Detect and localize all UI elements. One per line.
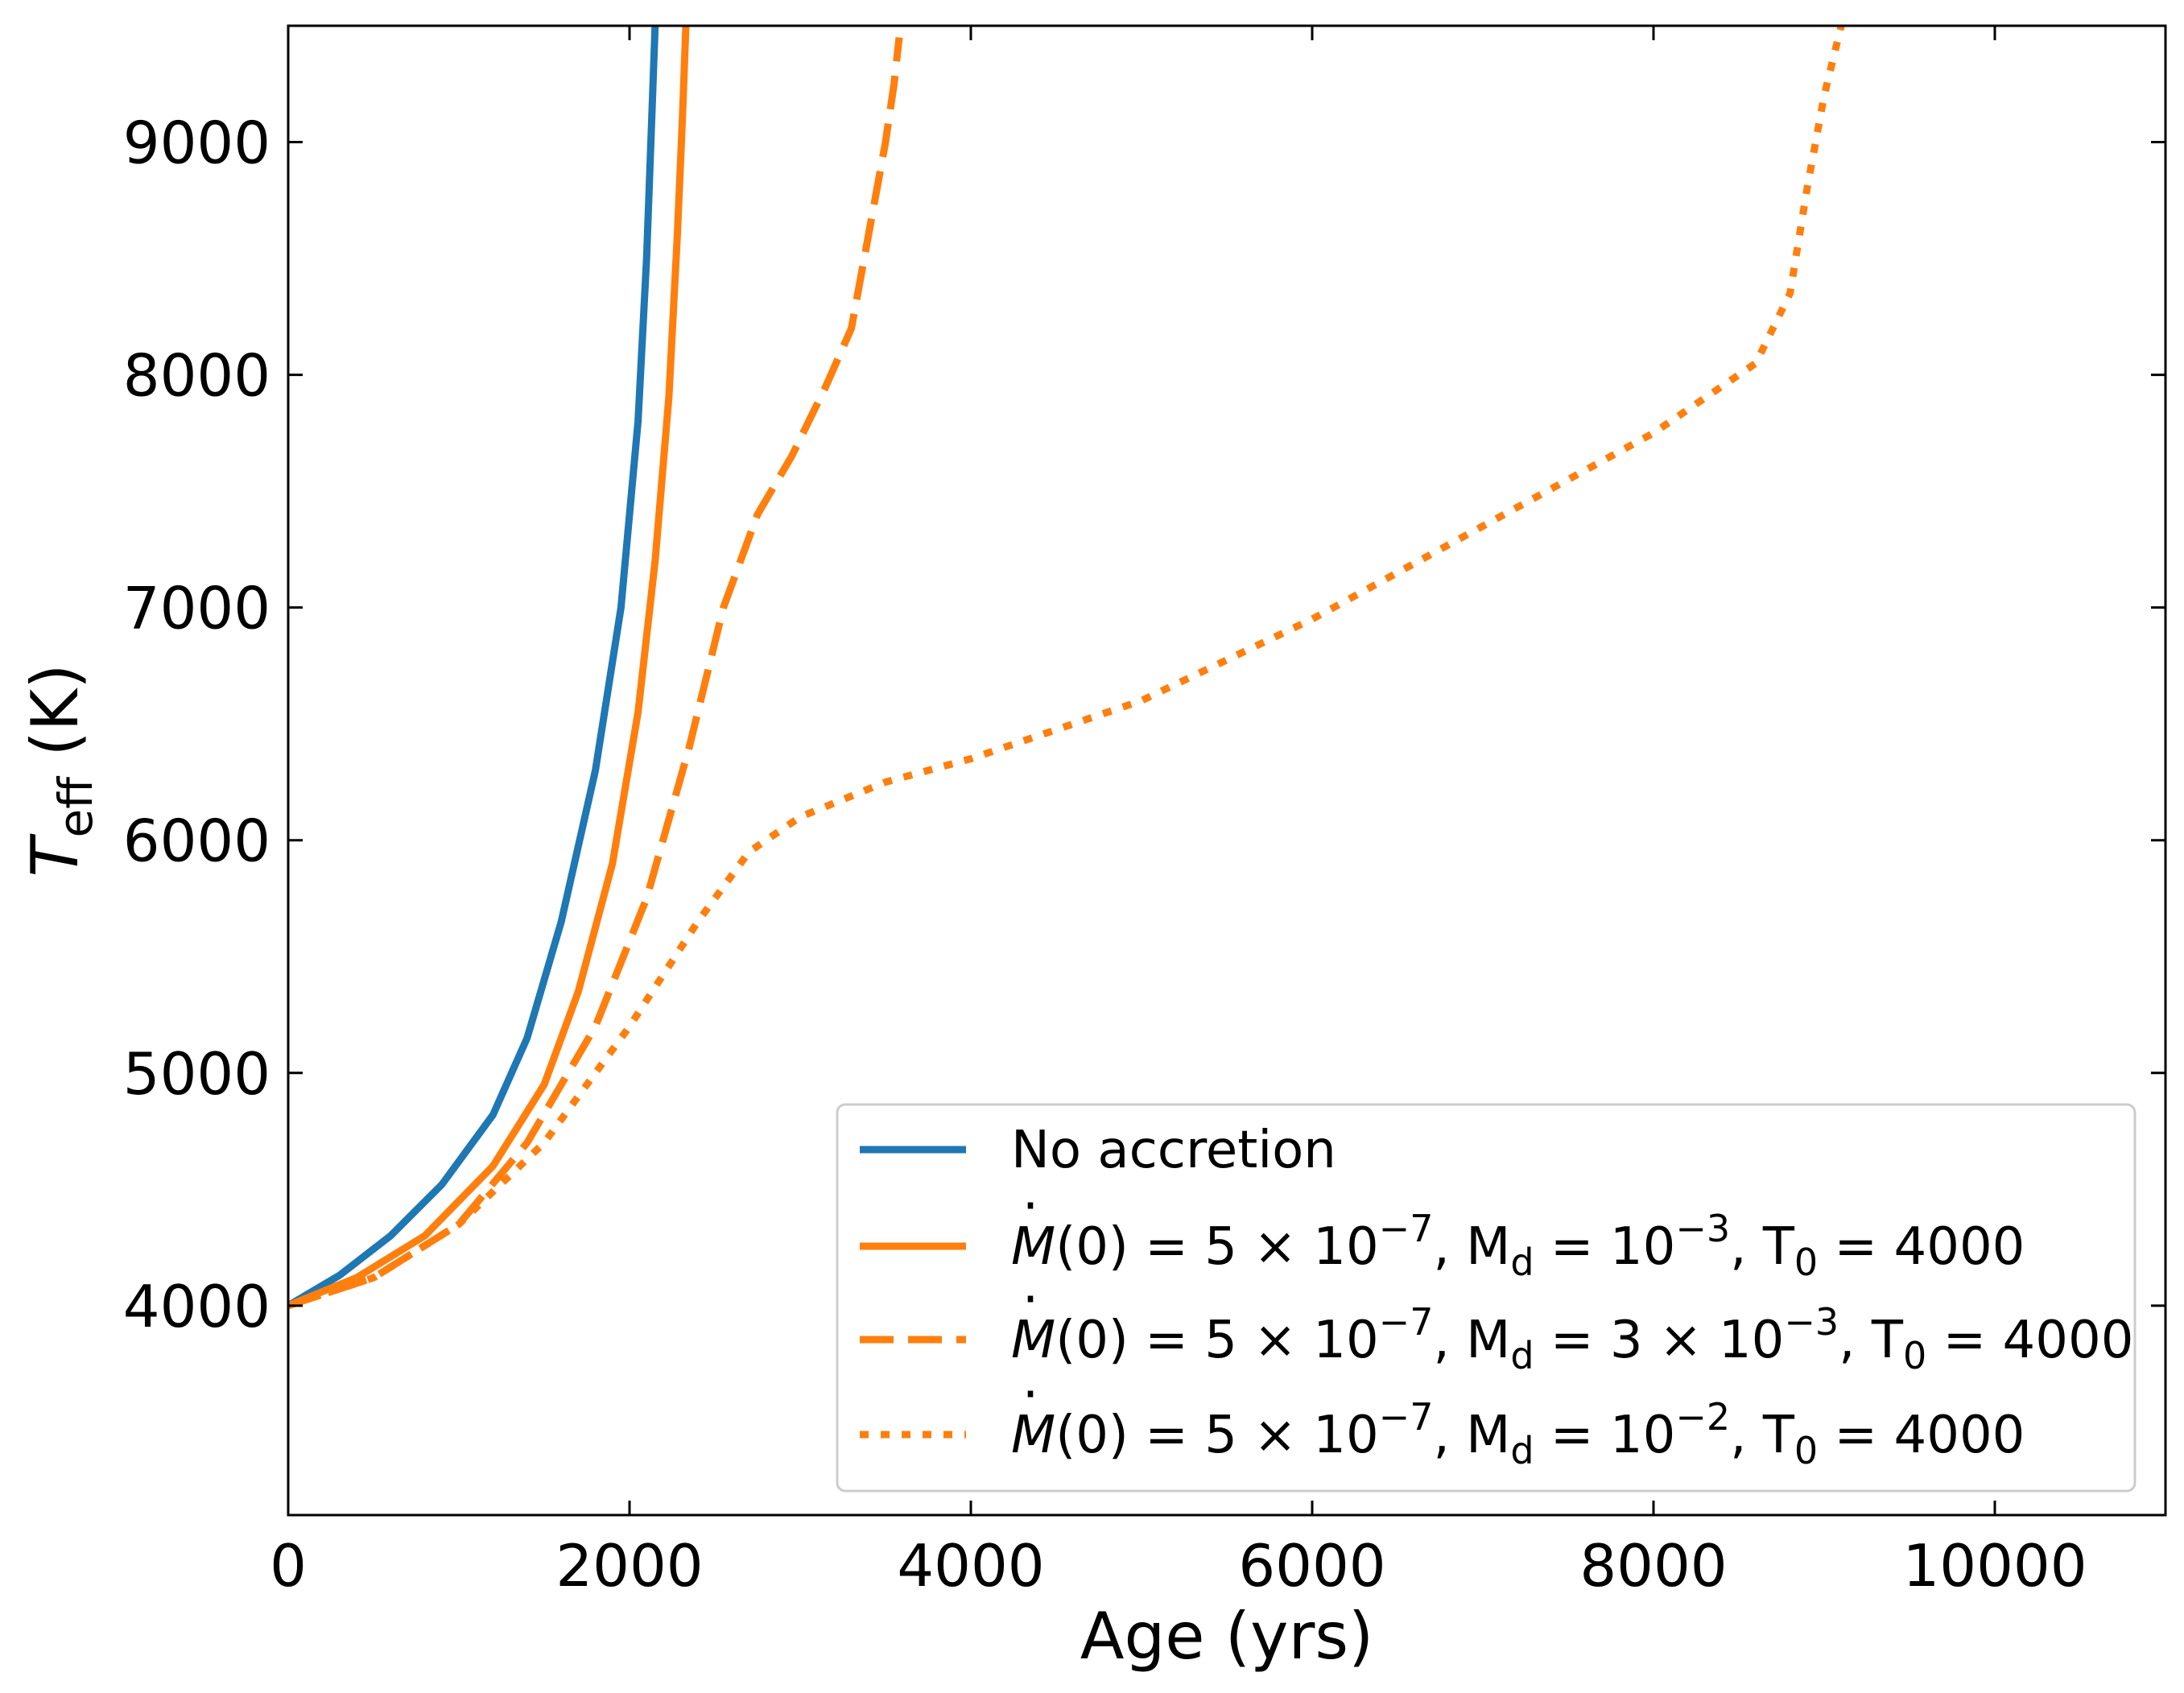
x-axis-title: Age (yrs) xyxy=(1080,1599,1374,1674)
y-tick-label: 6000 xyxy=(123,807,270,875)
y-axis-title-unit: (K) xyxy=(18,664,93,777)
plot-frame xyxy=(287,24,2167,1517)
legend-2-eq1: (0) = 5 × 10 xyxy=(1055,1311,1378,1370)
legend-2-eq3: = 4000 xyxy=(1926,1311,2133,1370)
series-line-3 xyxy=(288,26,1845,1310)
legend-1-mdot: M xyxy=(1011,1217,1055,1277)
legend-1-eq3: = 4000 xyxy=(1818,1217,2025,1277)
legend-3-exp2: −2 xyxy=(1675,1395,1730,1439)
legend-label-md-1e-2: · M(0) = 5 × 10−7, Md = 10−2, T0 = 4000 xyxy=(1011,1365,2025,1472)
x-tick-label: 6000 xyxy=(1238,1532,1385,1600)
x-tick-label: 8000 xyxy=(1579,1532,1727,1600)
legend-1-eq2: = 10 xyxy=(1534,1217,1676,1277)
legend-label-md-1e-3: · M(0) = 5 × 10−7, Md = 10−3, T0 = 4000 xyxy=(1011,1177,2025,1284)
ticks-layer: 0 2000 4000 6000 8000 10000 4000 5000 6000 7000 80… xyxy=(123,26,2165,1600)
legend-1-t0: , T xyxy=(1730,1217,1795,1277)
x-tick-label: 2000 xyxy=(555,1532,703,1600)
legend-1-dsub: d xyxy=(1510,1241,1534,1284)
x-tick-label: 10000 xyxy=(1902,1532,2087,1600)
legend-2-exp2: −3 xyxy=(1784,1300,1839,1344)
legend-2-exp1: −7 xyxy=(1379,1300,1434,1344)
legend-3-t0: , T xyxy=(1730,1406,1795,1465)
mdot-dot: · xyxy=(1022,1177,1038,1237)
legend-3-eq3: = 4000 xyxy=(1818,1406,2025,1465)
x-tick-label: 0 xyxy=(270,1532,307,1600)
mdot-dot: · xyxy=(1022,1365,1038,1425)
series-line-1 xyxy=(288,26,690,1309)
legend-2-eq2: = 3 × 10 xyxy=(1534,1311,1785,1370)
x-tick-label: 4000 xyxy=(897,1532,1044,1600)
legend-box xyxy=(836,1103,2137,1493)
svg-text:M(0) = 5 × 10−7, Md = 10−3, T0: M(0) = 5 × 10−7, Md = 10−3, T0 = 4000 xyxy=(1011,1207,2025,1284)
y-tick-label: 7000 xyxy=(123,575,270,642)
legend-3-mdot: M xyxy=(1011,1406,1055,1465)
legend-1-exp2: −3 xyxy=(1675,1207,1730,1250)
y-tick-label: 5000 xyxy=(123,1040,270,1108)
legend-3-eq1: (0) = 5 × 10 xyxy=(1055,1406,1378,1465)
legend-1-exp1: −7 xyxy=(1379,1207,1434,1250)
legend-2-zsub: 0 xyxy=(1903,1334,1926,1377)
series-layer xyxy=(288,26,1845,1310)
legend-2-mdot: M xyxy=(1011,1311,1055,1370)
legend-3-zsub: 0 xyxy=(1794,1429,1818,1472)
y-axis-title: Teff (K) xyxy=(18,664,103,877)
y-axis-title-subscript: eff xyxy=(48,775,103,838)
y-tick-label: 9000 xyxy=(123,109,270,177)
series-line-0 xyxy=(288,26,659,1309)
legend-1-eq1: (0) = 5 × 10 xyxy=(1055,1217,1378,1277)
legend-label-md-3e-3: · M(0) = 5 × 10−7, Md = 3 × 10−3, T0 = 4… xyxy=(1011,1270,2133,1377)
legend-1-zsub: 0 xyxy=(1794,1241,1818,1284)
svg-text:M(0) = 5 × 10−7, Md = 3 × 10−3: M(0) = 5 × 10−7, Md = 3 × 10−3, T0 = 400… xyxy=(1011,1300,2133,1377)
y-axis-title-main: T xyxy=(18,832,93,877)
legend-3-md: , M xyxy=(1433,1406,1510,1465)
mdot-dot: · xyxy=(1022,1270,1038,1330)
legend-1-md: , M xyxy=(1433,1217,1510,1277)
y-tick-label: 4000 xyxy=(123,1273,270,1340)
legend-3-exp1: −7 xyxy=(1379,1395,1434,1439)
legend-3-dsub: d xyxy=(1510,1429,1534,1472)
legend-3-eq2: = 10 xyxy=(1534,1406,1676,1465)
legend-2-t0: , T xyxy=(1839,1311,1904,1370)
series-line-2 xyxy=(288,37,903,1310)
legend: No accretion · M(0) = 5 × 10−7, Md = 10−… xyxy=(836,1103,2137,1493)
svg-text:M(0) = 5 × 10−7, Md = 10−2, T0: M(0) = 5 × 10−7, Md = 10−2, T0 = 4000 xyxy=(1011,1395,2025,1472)
y-tick-label: 8000 xyxy=(123,342,270,410)
legend-2-md: , M xyxy=(1433,1311,1510,1370)
legend-label-no-accretion: No accretion xyxy=(1011,1121,1336,1180)
legend-2-dsub: d xyxy=(1510,1334,1534,1377)
